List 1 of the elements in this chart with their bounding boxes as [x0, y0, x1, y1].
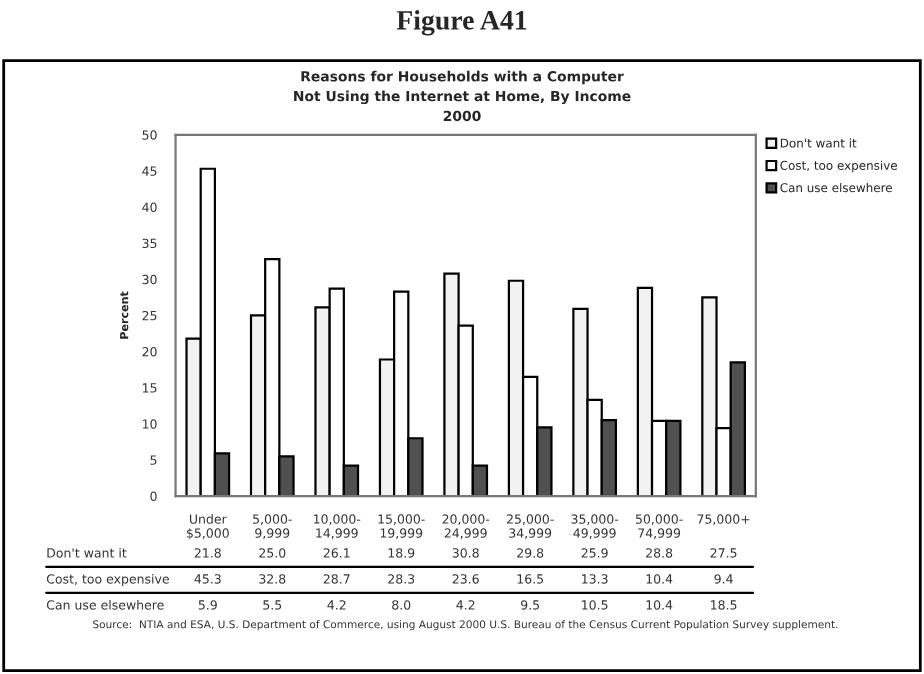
chart-title: Figure A41 [396, 10, 527, 36]
